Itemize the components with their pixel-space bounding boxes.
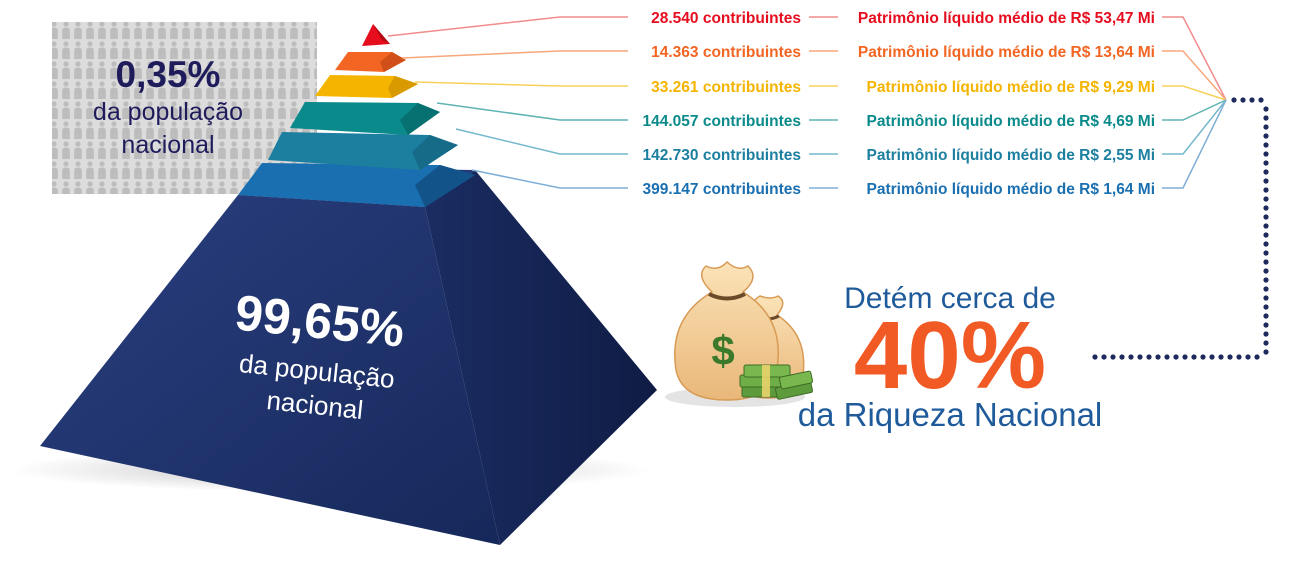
connector-dot xyxy=(1263,133,1269,139)
tier-3-layer xyxy=(315,75,418,98)
connector-dot xyxy=(1263,313,1269,319)
connector-dot xyxy=(1110,354,1116,360)
tier-labels: 28.540 contribuintes Patrimônio líquido … xyxy=(642,10,1155,198)
tier-3-count: 33.261 contribuintes xyxy=(651,79,801,96)
fan-line-tier-4 xyxy=(1162,99,1227,121)
connector-dot xyxy=(1263,322,1269,328)
population-box: 0,35% da população nacional xyxy=(52,22,317,194)
connector-dot xyxy=(1263,277,1269,283)
connector-dot xyxy=(1263,214,1269,220)
leader-line-tier-5 xyxy=(455,128,628,155)
top-percent-line2: nacional xyxy=(121,131,214,159)
top-percent: 0,35% xyxy=(116,54,221,95)
connector-dot xyxy=(1263,349,1269,355)
connector-dot xyxy=(1092,354,1098,360)
connector-dot xyxy=(1164,354,1170,360)
connector-dot xyxy=(1240,97,1246,103)
connector-dot xyxy=(1128,354,1134,360)
svg-text:$: $ xyxy=(711,327,734,374)
tier-2-layer xyxy=(335,52,406,72)
tier-2-wealth: Patrimônio líquido médio de R$ 13,64 Mi xyxy=(858,44,1155,61)
connector-dot xyxy=(1137,354,1143,360)
connector-dot xyxy=(1263,250,1269,256)
connector-dot xyxy=(1263,259,1269,265)
tier-4-wealth: Patrimônio líquido médio de R$ 4,69 Mi xyxy=(866,113,1155,130)
headline-line1: Detém cerca de xyxy=(844,282,1056,315)
connector-dot xyxy=(1263,268,1269,274)
connector-dot xyxy=(1119,354,1125,360)
connector-dot xyxy=(1263,304,1269,310)
connector-dot xyxy=(1249,97,1255,103)
connector-dot xyxy=(1263,232,1269,238)
connector-dot xyxy=(1236,354,1242,360)
connector-dot xyxy=(1263,196,1269,202)
tier-3-wealth: Patrimônio líquido médio de R$ 9,29 Mi xyxy=(866,79,1155,96)
connector-dot xyxy=(1227,354,1233,360)
fan-line-tier-6 xyxy=(1162,99,1227,189)
connector-dot xyxy=(1263,340,1269,346)
fan-line-tier-3 xyxy=(1162,85,1227,101)
connector-dot xyxy=(1263,160,1269,166)
connector-dot xyxy=(1263,241,1269,247)
tier-6-wealth: Patrimônio líquido médio de R$ 1,64 Mi xyxy=(866,181,1155,198)
connector-dot xyxy=(1263,295,1269,301)
tier-2-count: 14.363 contribuintes xyxy=(651,44,801,61)
leader-line-tier-6 xyxy=(471,169,628,189)
fan-line-tier-5 xyxy=(1162,99,1227,155)
fan-line-tier-2 xyxy=(1162,50,1227,101)
connector-dot xyxy=(1263,331,1269,337)
tier-4-layer xyxy=(290,102,440,135)
connector-dot xyxy=(1155,354,1161,360)
connector-dot xyxy=(1245,354,1251,360)
connector-dot xyxy=(1182,354,1188,360)
tier-5-count: 142.730 contribuintes xyxy=(642,147,801,164)
connector-dot xyxy=(1263,187,1269,193)
pyramid-tiers xyxy=(238,24,475,207)
connector-dot xyxy=(1263,124,1269,130)
connector-dot xyxy=(1263,205,1269,211)
connector-dot xyxy=(1263,106,1269,112)
tier-4-count: 144.057 contribuintes xyxy=(642,113,801,130)
leader-line-tier-2 xyxy=(401,50,628,59)
connector-dot xyxy=(1101,354,1107,360)
connector-dot xyxy=(1218,354,1224,360)
dotted-connector xyxy=(1092,97,1269,360)
leader-line-tier-4 xyxy=(436,102,628,121)
tier-5-layer xyxy=(268,132,458,170)
connector-dot xyxy=(1173,354,1179,360)
connector-dot xyxy=(1263,151,1269,157)
connector-dot xyxy=(1263,286,1269,292)
headline-line2: da Riqueza Nacional xyxy=(798,396,1103,433)
connector-dot xyxy=(1209,354,1215,360)
connector-dot xyxy=(1200,354,1206,360)
connector-dot xyxy=(1263,142,1269,148)
pyramid-base xyxy=(40,168,657,545)
tier-6-layer xyxy=(238,163,475,207)
connector-dot xyxy=(1263,169,1269,175)
tier-1-count: 28.540 contribuintes xyxy=(651,10,801,27)
connector-dot xyxy=(1146,354,1152,360)
tier-1-layer xyxy=(362,24,390,46)
tier-1-wealth: Patrimônio líquido médio de R$ 53,47 Mi xyxy=(858,10,1155,27)
money-bags-icon: $ $ xyxy=(665,260,814,407)
leader-line-tier-1 xyxy=(387,16,628,37)
tier-5-wealth: Patrimônio líquido médio de R$ 2,55 Mi xyxy=(866,147,1155,164)
connector-dot xyxy=(1191,354,1197,360)
connector-dot xyxy=(1263,115,1269,121)
fan-line-tier-1 xyxy=(1162,16,1227,101)
connector-dot xyxy=(1263,178,1269,184)
leader-lines xyxy=(387,16,628,189)
connector-dot xyxy=(1263,223,1269,229)
top-percent-line1: da população xyxy=(93,98,243,126)
connector-dot xyxy=(1258,97,1264,103)
connector-dot xyxy=(1254,354,1260,360)
fan-lines xyxy=(1162,16,1227,189)
headline-percent: 40% xyxy=(854,302,1046,409)
leader-line-tier-3 xyxy=(414,81,628,87)
tier-6-count: 399.147 contribuintes xyxy=(642,181,801,198)
connector-dot xyxy=(1231,97,1237,103)
